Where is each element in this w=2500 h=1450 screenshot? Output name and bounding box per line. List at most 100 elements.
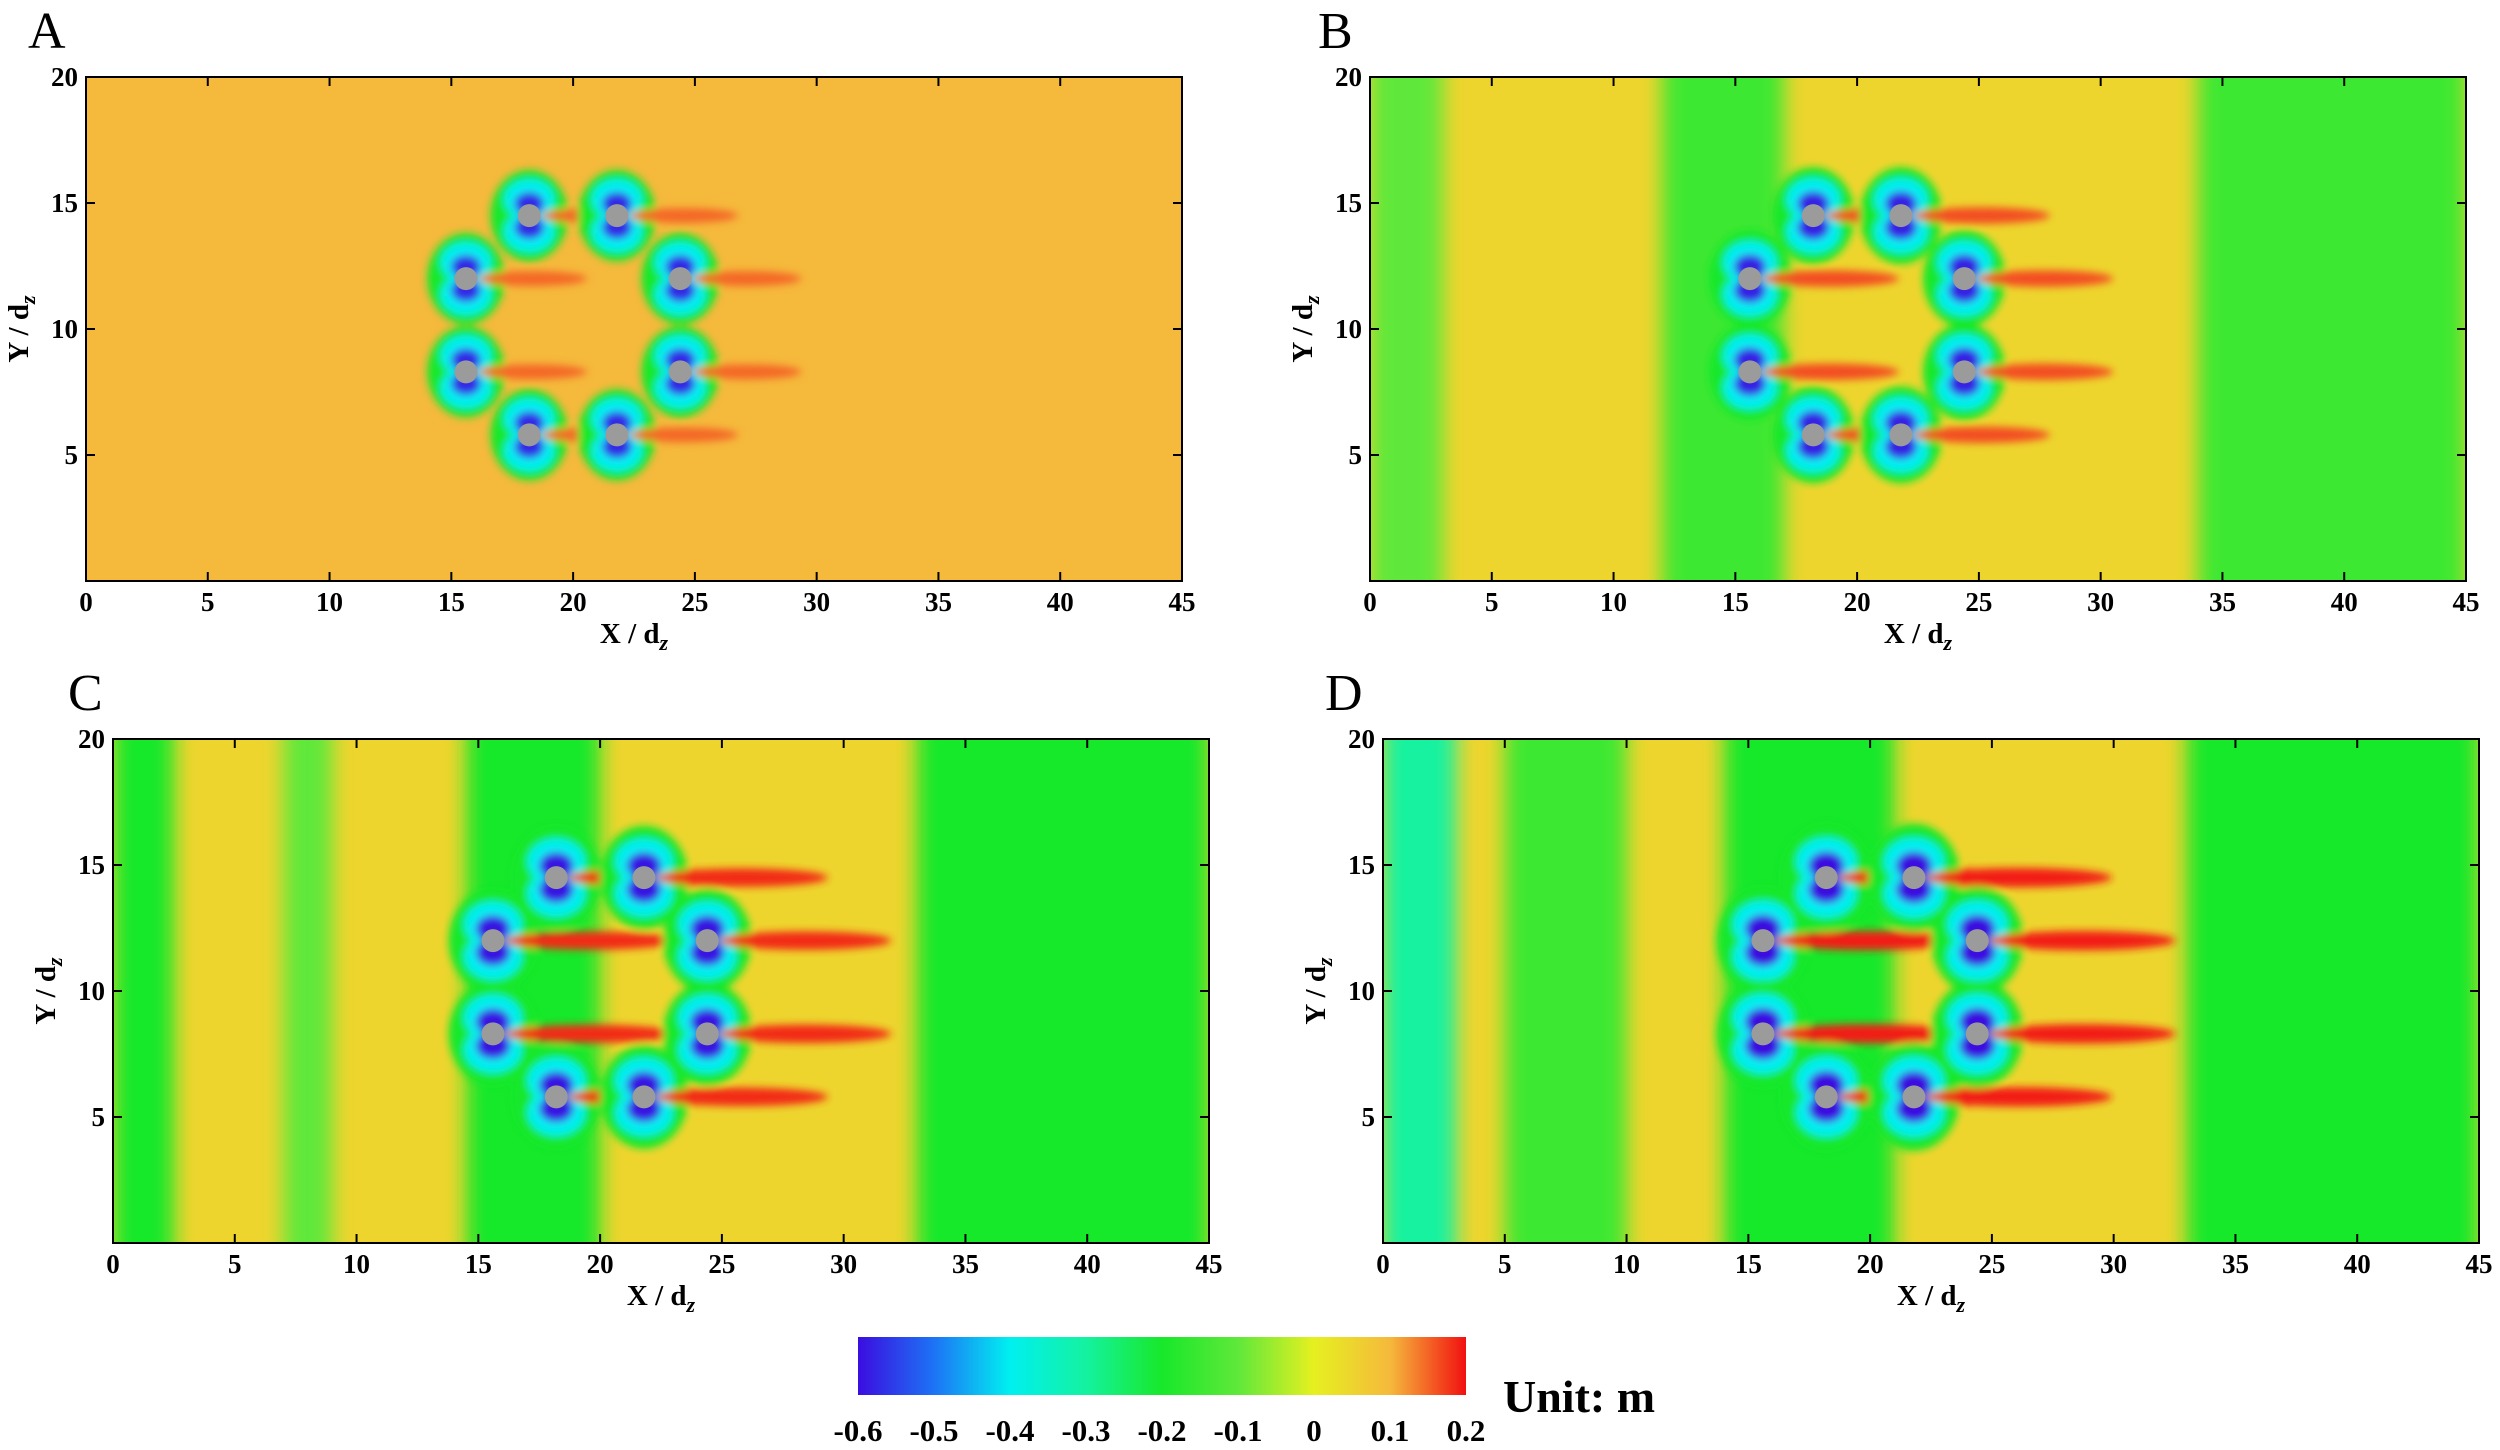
y-tick-label: 15 (78, 850, 105, 880)
x-tick-label: 30 (2100, 1249, 2127, 1279)
deposition-wake (628, 427, 738, 443)
y-tick-label: 5 (1362, 1102, 1376, 1132)
deposition-wake (692, 364, 802, 380)
y-tick-label: 20 (51, 62, 78, 92)
x-tick-label: 40 (1047, 587, 1074, 617)
x-tick-label: 30 (2087, 587, 2114, 617)
pile-marker (1952, 360, 1976, 384)
x-tick-label: 25 (1978, 1249, 2005, 1279)
pile-marker (517, 204, 541, 228)
colorbar-tick-label: -0.1 (1213, 1413, 1262, 1448)
y-axis-label: Y / dz (1287, 295, 1324, 363)
x-tick-label: 5 (228, 1249, 242, 1279)
pile-marker (1902, 1085, 1926, 1109)
field-band (113, 739, 174, 1243)
pile-marker (632, 866, 656, 890)
deposition-wake (1976, 363, 2114, 381)
x-tick-label: 5 (1485, 587, 1499, 617)
colorbar-tick-label: -0.6 (833, 1413, 882, 1448)
x-tick-label: 15 (1735, 1249, 1762, 1279)
y-tick-label: 10 (78, 976, 105, 1006)
deposition-wake (1761, 270, 1899, 287)
deposition-wake (1976, 270, 2114, 287)
x-tick-label: 25 (1965, 587, 1992, 617)
x-tick-label: 0 (1363, 587, 1377, 617)
pile-marker (1738, 267, 1762, 291)
deposition-wake (1925, 1087, 2112, 1107)
colorbar-tick-label: 0 (1306, 1413, 1322, 1448)
pile-marker (454, 360, 478, 384)
pile-marker (517, 423, 541, 447)
y-tick-label: 15 (1348, 850, 1375, 880)
y-tick-label: 5 (1349, 440, 1363, 470)
field-band (2198, 77, 2466, 581)
pile-marker (1751, 929, 1775, 953)
y-tick-label: 10 (1335, 314, 1362, 344)
x-tick-label: 35 (2222, 1249, 2249, 1279)
x-tick-label: 10 (343, 1249, 370, 1279)
deposition-wake (1912, 207, 2050, 224)
x-tick-label: 5 (1498, 1249, 1512, 1279)
panel-d: D 0 5 10 15 20 25 30 35 40 45 5 10 15 20 X / dz Y / dz (1300, 665, 2493, 1317)
colorbar-tick-label: -0.3 (1061, 1413, 1110, 1448)
contour-field (1370, 77, 2466, 581)
field-band (916, 739, 1209, 1243)
y-tick-label: 10 (51, 314, 78, 344)
deposition-wake (1925, 868, 2112, 888)
x-tick-label: 45 (2453, 587, 2480, 617)
x-tick-label: 25 (708, 1249, 735, 1279)
field-band (1383, 739, 1457, 1243)
pile-marker (695, 929, 719, 953)
colorbar-tick-label: 0.2 (1447, 1413, 1486, 1448)
panel-letter: C (68, 665, 103, 722)
x-axis-label: X / dz (600, 618, 669, 655)
x-tick-label: 35 (925, 587, 952, 617)
pile-marker (481, 1022, 505, 1046)
deposition-wake (655, 868, 828, 887)
pile-marker (1889, 423, 1913, 447)
deposition-wake (504, 1024, 677, 1044)
colorbar-gradient (858, 1337, 1466, 1395)
y-tick-label: 5 (92, 1102, 106, 1132)
x-tick-label: 15 (465, 1249, 492, 1279)
x-axis-label: X / dz (1897, 1280, 1966, 1317)
x-tick-label: 0 (79, 587, 93, 617)
y-axis-label: Y / dz (3, 295, 40, 363)
colorbar: -0.6 -0.5 -0.4 -0.3 -0.2 -0.1 0 0.1 0.2 Unit: m (833, 1337, 1655, 1448)
colorbar-tick-label: -0.2 (1137, 1413, 1186, 1448)
x-tick-label: 20 (560, 587, 587, 617)
y-tick-label: 5 (65, 440, 79, 470)
field-band (2186, 739, 2479, 1243)
deposition-wake (1774, 1024, 1961, 1044)
x-tick-label: 10 (1613, 1249, 1640, 1279)
pile-marker (1814, 1085, 1838, 1109)
panel-b: B 0 5 10 15 20 25 30 35 40 45 5 10 15 20 X / dz Y / dz (1287, 3, 2480, 655)
y-tick-label: 20 (1348, 724, 1375, 754)
field-band (1504, 739, 1627, 1243)
pile-marker (1738, 360, 1762, 384)
x-tick-label: 25 (681, 587, 708, 617)
unit-label: Unit: m (1503, 1371, 1655, 1422)
field-background (86, 77, 1182, 581)
y-tick-label: 15 (1335, 188, 1362, 218)
pile-marker (544, 1085, 568, 1109)
x-tick-label: 30 (830, 1249, 857, 1279)
panel-c: C 0 5 10 15 20 25 30 35 40 45 5 10 15 20 X / dz Y / dz (30, 665, 1223, 1317)
pile-marker (605, 423, 629, 447)
x-tick-label: 0 (1376, 1249, 1390, 1279)
pile-marker (1801, 204, 1825, 228)
x-tick-label: 15 (438, 587, 465, 617)
pile-marker (1965, 1022, 1989, 1046)
x-tick-label: 10 (316, 587, 343, 617)
contour-field (86, 77, 1182, 581)
pile-marker (1902, 866, 1926, 890)
x-axis-label: X / dz (1884, 618, 1953, 655)
x-tick-label: 10 (1600, 587, 1627, 617)
panel-letter: A (28, 3, 66, 60)
contour-field (113, 739, 1209, 1243)
colorbar-tick-label: -0.4 (985, 1413, 1034, 1448)
x-tick-label: 30 (803, 587, 830, 617)
x-tick-label: 45 (2466, 1249, 2493, 1279)
y-tick-label: 20 (1335, 62, 1362, 92)
